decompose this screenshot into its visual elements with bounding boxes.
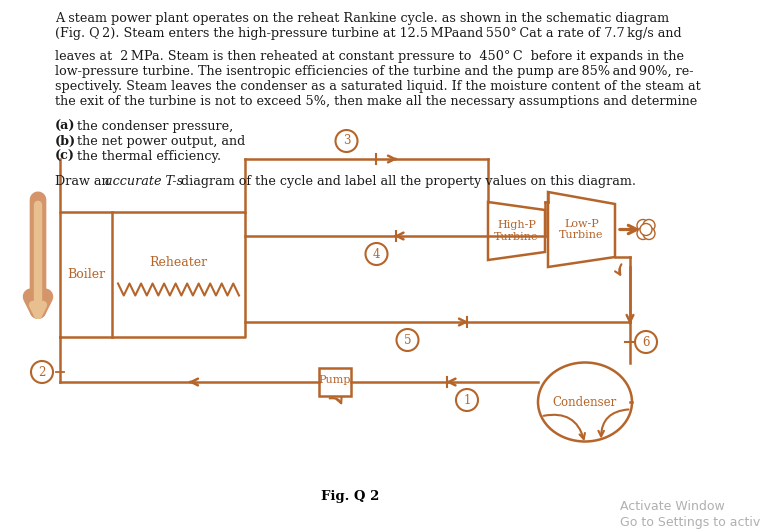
Text: Condenser: Condenser bbox=[553, 395, 617, 409]
Text: Go to Settings to activ: Go to Settings to activ bbox=[620, 516, 760, 529]
Text: low-pressure turbine. The isentropic efficiencies of the turbine and the pump ar: low-pressure turbine. The isentropic eff… bbox=[55, 65, 693, 78]
Text: the net power output, and: the net power output, and bbox=[73, 135, 245, 148]
Text: 2: 2 bbox=[38, 365, 46, 378]
Circle shape bbox=[336, 130, 358, 152]
Ellipse shape bbox=[538, 362, 632, 442]
Circle shape bbox=[635, 331, 657, 353]
Text: 3: 3 bbox=[343, 135, 351, 147]
Polygon shape bbox=[488, 202, 545, 260]
Circle shape bbox=[637, 220, 649, 231]
Text: 1: 1 bbox=[464, 394, 471, 406]
Text: accurate T-s: accurate T-s bbox=[105, 175, 183, 188]
Text: leaves at  2 MPa. Steam is then reheated at constant pressure to  450° C  before: leaves at 2 MPa. Steam is then reheated … bbox=[55, 50, 684, 63]
Circle shape bbox=[640, 223, 652, 236]
Text: High-P
Turbine: High-P Turbine bbox=[494, 220, 539, 242]
Text: Activate Window: Activate Window bbox=[620, 500, 724, 513]
Text: the thermal efficiency.: the thermal efficiency. bbox=[73, 150, 221, 163]
Text: (a): (a) bbox=[55, 120, 76, 133]
Text: 6: 6 bbox=[642, 336, 650, 348]
Circle shape bbox=[643, 228, 655, 239]
Text: diagram of the cycle and label all the property values on this diagram.: diagram of the cycle and label all the p… bbox=[177, 175, 636, 188]
Text: Low-P
Turbine: Low-P Turbine bbox=[559, 219, 604, 240]
Text: (c): (c) bbox=[55, 150, 75, 163]
Text: 5: 5 bbox=[404, 334, 411, 346]
Circle shape bbox=[456, 389, 478, 411]
Text: Fig. Q 2: Fig. Q 2 bbox=[321, 490, 379, 503]
Text: (b): (b) bbox=[55, 135, 76, 148]
Text: Draw an: Draw an bbox=[55, 175, 114, 188]
Text: the condenser pressure,: the condenser pressure, bbox=[73, 120, 233, 133]
Text: A steam power plant operates on the reheat Rankine cycle. as shown in the schema: A steam power plant operates on the rehe… bbox=[55, 12, 669, 25]
Circle shape bbox=[31, 361, 53, 383]
Polygon shape bbox=[548, 192, 615, 267]
Circle shape bbox=[643, 220, 655, 231]
Text: Pump: Pump bbox=[319, 375, 351, 385]
Circle shape bbox=[365, 243, 387, 265]
Circle shape bbox=[397, 329, 418, 351]
Bar bbox=[319, 368, 351, 396]
Circle shape bbox=[637, 228, 649, 239]
Text: Boiler: Boiler bbox=[67, 268, 105, 281]
Text: the exit of the turbine is not to exceed 5%, then make all the necessary assumpt: the exit of the turbine is not to exceed… bbox=[55, 95, 697, 108]
Text: spectively. Steam leaves the condenser as a saturated liquid. If the moisture co: spectively. Steam leaves the condenser a… bbox=[55, 80, 701, 93]
Text: Reheater: Reheater bbox=[150, 256, 207, 269]
Text: 4: 4 bbox=[372, 247, 380, 261]
Text: (Fig. Q 2). Steam enters the high-pressure turbine at 12.5 MPaand 550° Cat a rat: (Fig. Q 2). Steam enters the high-pressu… bbox=[55, 27, 682, 40]
